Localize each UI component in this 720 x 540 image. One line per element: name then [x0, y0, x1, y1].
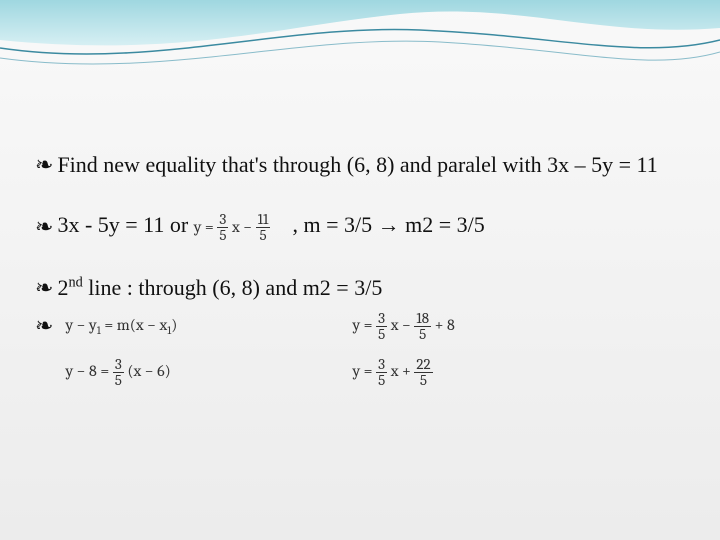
- eq-text: y − y: [65, 316, 96, 334]
- fraction-den: 5: [376, 327, 387, 342]
- final-equation: y = 35 x + 225: [352, 357, 432, 388]
- eq-text: = m(x − x: [101, 316, 167, 334]
- eq-text: + 8: [431, 316, 455, 334]
- fraction-den: 5: [217, 228, 228, 243]
- substituted-equation: y − 8 = 35 (x − 6): [65, 357, 170, 388]
- eq-text: ): [171, 316, 177, 334]
- bullet-line-3: ❧ 2nd line : through (6, 8) and m2 = 3/5: [35, 273, 685, 303]
- equation-rewrite: 3x - 5y = 11 or y = 35 x − 115 , m = 3/5…: [57, 210, 685, 244]
- point-slope-formula: y − y1 = m(x − x1): [65, 315, 177, 338]
- bullet-line-2: ❧ 3x - 5y = 11 or y = 35 x − 115 , m = 3…: [35, 210, 685, 244]
- eq-text: x −: [387, 316, 414, 334]
- slide-content: ❧ Find new equality that's through (6, 8…: [35, 150, 685, 419]
- fraction-den: 5: [376, 373, 387, 388]
- bullet-line-4: ❧ y − y1 = m(x − x1) y − 8 = 35 (x − 6) …: [35, 311, 685, 411]
- bullet-icon: ❧: [35, 150, 53, 180]
- text: 2: [57, 275, 68, 300]
- fraction-den: 5: [414, 373, 432, 388]
- eq-text: 3x - 5y = 11 or: [57, 212, 193, 237]
- ordinal-sup: nd: [68, 275, 82, 291]
- second-line-desc: 2nd line : through (6, 8) and m2 = 3/5: [57, 273, 685, 303]
- eq-text: y =: [194, 218, 218, 236]
- bullet-icon: ❧: [35, 311, 53, 341]
- text: line : through (6, 8) and m2 = 3/5: [83, 275, 383, 300]
- eq-text: (x − 6): [124, 362, 171, 380]
- eq-text: x −: [228, 218, 255, 236]
- fraction-den: 5: [414, 327, 431, 342]
- eq-text: y =: [352, 362, 376, 380]
- problem-statement: Find new equality that's through (6, 8) …: [57, 150, 685, 180]
- fraction-den: 5: [113, 373, 124, 388]
- eq-text: y − 8 =: [65, 362, 112, 380]
- header-wave-decoration: [0, 0, 720, 90]
- slope-result: , m = 3/5 → m2 = 3/5: [287, 212, 485, 237]
- expanded-equation: y = 35 x − 185 + 8: [352, 311, 454, 342]
- eq-text: x +: [387, 362, 414, 380]
- bullet-icon: ❧: [35, 273, 53, 303]
- bullet-line-1: ❧ Find new equality that's through (6, 8…: [35, 150, 685, 180]
- eq-text: y =: [352, 316, 376, 334]
- fraction-den: 5: [256, 228, 271, 243]
- bullet-icon: ❧: [35, 212, 53, 242]
